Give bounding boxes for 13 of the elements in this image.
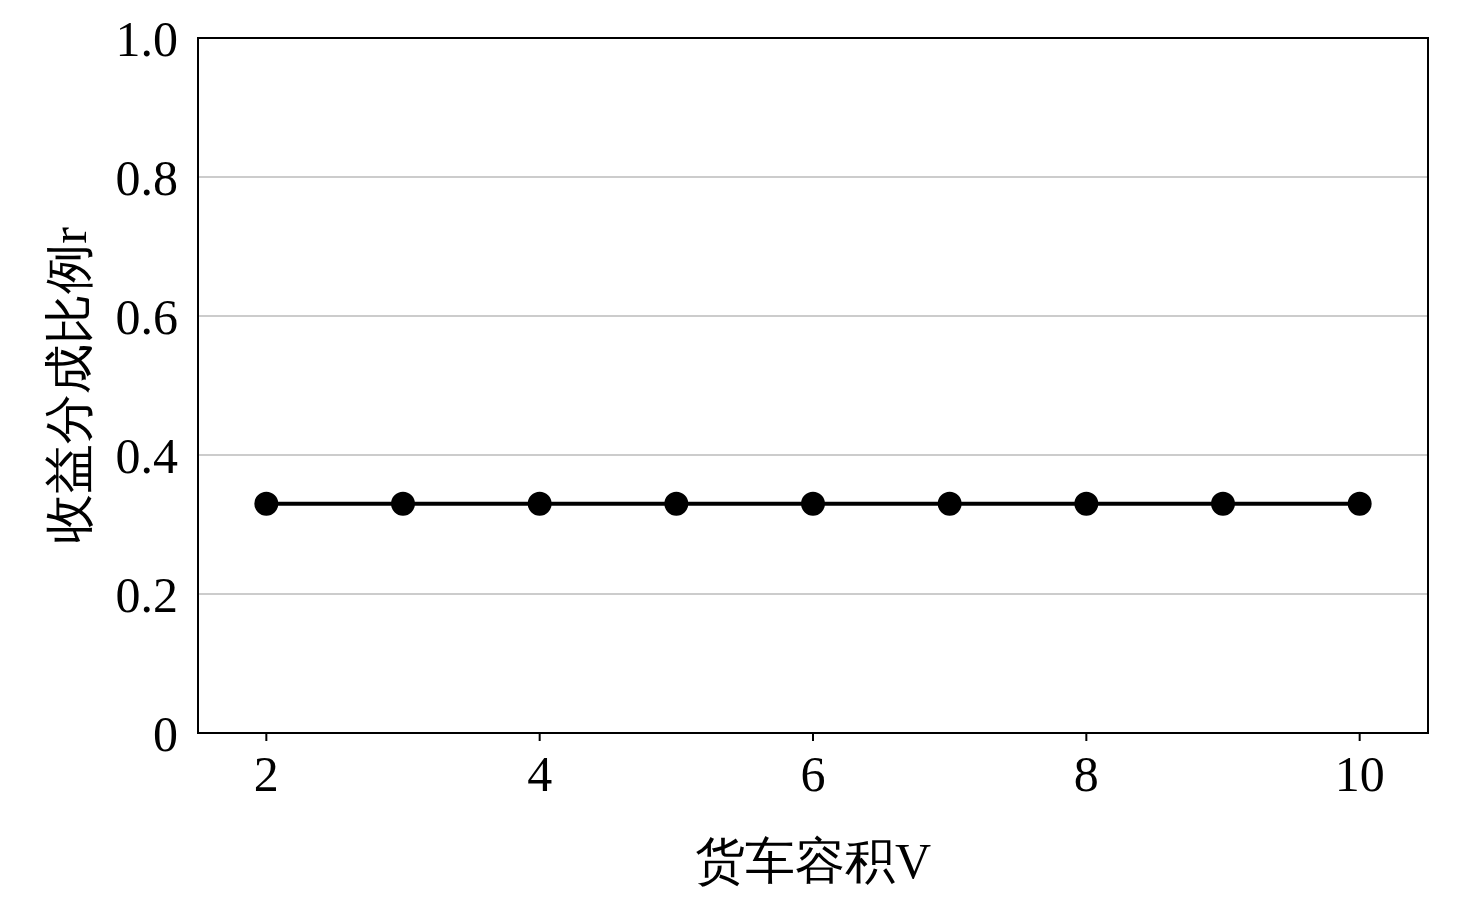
y-tick-label: 0.8	[115, 149, 178, 206]
y-axis-title: 收益分成比例r	[40, 226, 97, 544]
y-tick-label: 1.0	[115, 10, 178, 67]
y-tick-label: 0.6	[115, 288, 178, 345]
y-tick-label: 0.2	[115, 566, 178, 623]
x-axis-title: 货车容积V	[694, 833, 932, 889]
x-tick-label: 8	[1073, 745, 1099, 802]
x-tick-label: 4	[527, 745, 553, 802]
x-tick-label: 6	[800, 745, 826, 802]
y-tick-label: 0.4	[115, 427, 178, 484]
x-tick-label: 2	[253, 745, 279, 802]
y-tick-label: 0	[153, 705, 178, 762]
x-tick-label: 10	[1334, 745, 1385, 802]
